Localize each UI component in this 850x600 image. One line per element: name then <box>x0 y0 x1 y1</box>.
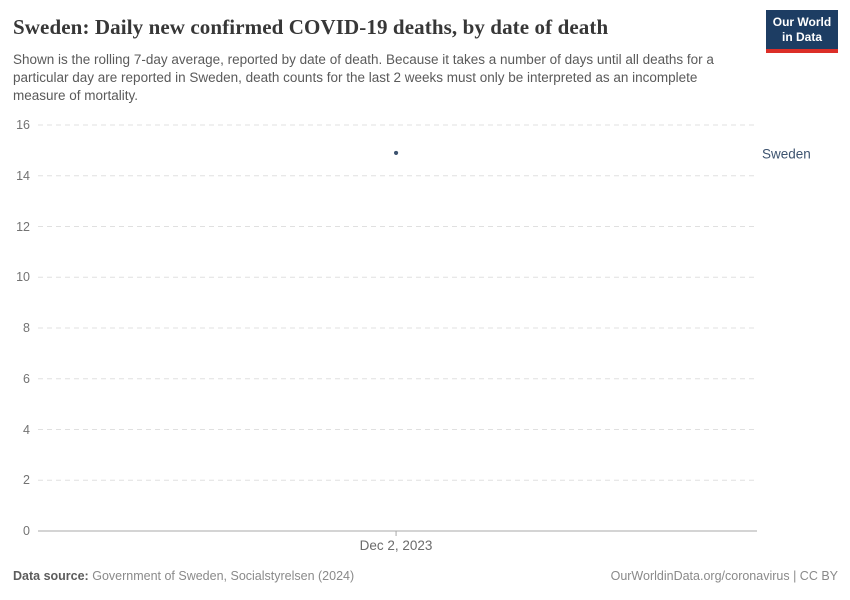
x-axis-tick-label: Dec 2, 2023 <box>359 538 433 553</box>
footer: Data source: Government of Sweden, Socia… <box>13 569 838 583</box>
y-axis-tick-label: 6 <box>23 371 30 386</box>
y-axis-tick-label: 4 <box>23 422 30 437</box>
owid-logo: Our World in Data <box>766 10 838 53</box>
series-label-sweden: Sweden <box>762 146 811 162</box>
data-source-label: Data source: <box>13 569 89 583</box>
y-axis-tick-label: 2 <box>23 473 30 488</box>
owid-logo-line2: in Data <box>781 30 822 44</box>
y-axis-tick-label: 0 <box>23 524 30 538</box>
y-axis-tick-label: 12 <box>16 219 30 234</box>
data-source-note: Data source: Government of Sweden, Socia… <box>13 569 354 583</box>
credit-link[interactable]: OurWorldinData.org/coronavirus | CC BY <box>610 569 838 583</box>
y-axis-tick-label: 16 <box>16 118 30 132</box>
y-axis-tick-label: 14 <box>16 168 30 183</box>
data-point-sweden[interactable] <box>393 150 399 156</box>
page-title: Sweden: Daily new confirmed COVID-19 dea… <box>13 15 609 39</box>
data-source-value: Government of Sweden, Socialstyrelsen (2… <box>92 569 355 583</box>
owid-logo-line1: Our World <box>772 15 832 29</box>
chart-subtitle: Shown is the rolling 7-day average, repo… <box>13 52 714 103</box>
y-axis-tick-label: 10 <box>16 270 30 285</box>
y-axis-tick-label: 8 <box>23 321 30 335</box>
